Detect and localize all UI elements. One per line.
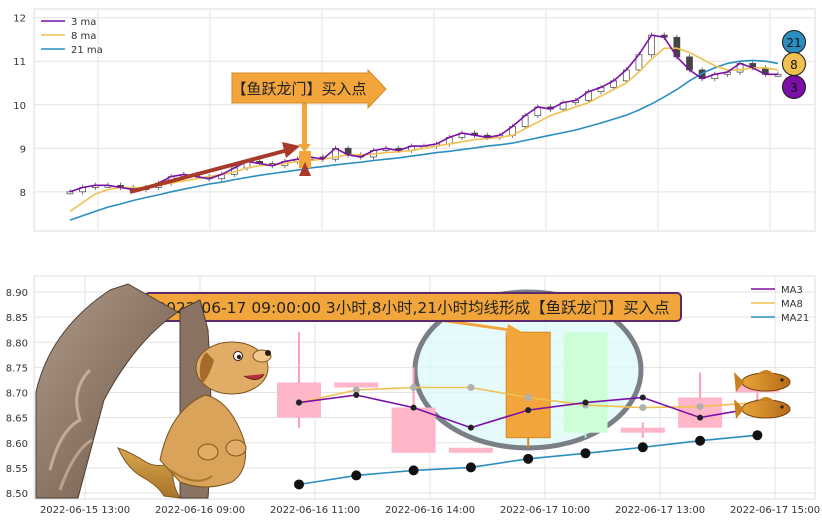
bottom-point-MA21 (523, 453, 534, 464)
bottom-point-MA21 (580, 448, 591, 459)
buy-point-callout-text: 【鱼跃龙门】买入点 (231, 80, 366, 98)
top-y-tick-label: 11 (13, 57, 26, 68)
bottom-candle-body (391, 407, 436, 453)
bottom-x-tick-label: 2022-06-16 11:00 (270, 505, 360, 516)
bottom-point-MA3 (582, 399, 589, 406)
bottom-point-MA8 (410, 383, 418, 391)
bottom-point-MA21 (294, 479, 304, 490)
buy-point-marker (299, 162, 311, 176)
callout-pointer (302, 102, 307, 146)
bottom-point-MA21 (465, 462, 476, 473)
top-chart-panel: 8 9 10 11 12 【鱼跃龙门】买入点 3 ma 8 ma 21 ma (13, 8, 816, 232)
legend-label-ma3: MA3 (781, 285, 803, 296)
bottom-point-MA21 (752, 430, 763, 441)
bottom-point-MA21 (637, 442, 648, 453)
bottom-point-MA8 (352, 386, 360, 394)
bottom-y-tick-label: 8.55 (6, 464, 28, 475)
bottom-y-tick-label: 8.90 (6, 288, 28, 299)
top-series-line-8-ma (69, 47, 779, 213)
bottom-x-tick-labels: 2022-06-15 13:00 2022-06-16 09:00 2022-06-… (40, 505, 820, 516)
bottom-chart-panel: 8.50 8.55 8.60 8.65 8.70 8.75 8.80 8.85 8.90 202… (6, 275, 820, 516)
bottom-candle-body (448, 447, 493, 453)
dog-mermaid-illustration (117, 341, 272, 499)
top-legend: 3 ma 8 ma 21 ma (41, 17, 103, 56)
buy-point-callout: 【鱼跃龙门】买入点 (231, 68, 387, 110)
bottom-point-MA3 (697, 414, 704, 421)
bottom-y-tick-label: 8.60 (6, 439, 28, 450)
top-y-tick-label: 9 (20, 144, 26, 155)
bottom-x-tick-label: 2022-06-16 14:00 (385, 505, 475, 516)
bottom-y-tick-label: 8.80 (6, 338, 28, 349)
top-y-tick-label: 8 (20, 188, 26, 199)
legend-label-ma21: MA21 (781, 313, 809, 324)
ma-badges: 21 8 3 (782, 30, 806, 99)
legend-label-8ma: 8 ma (71, 31, 96, 42)
bottom-point-MA8 (524, 394, 532, 402)
bottom-y-tick-label: 8.65 (6, 414, 28, 425)
bottom-point-MA3 (410, 404, 417, 411)
bottom-point-MA3 (525, 407, 532, 414)
legend-label-ma8: MA8 (781, 299, 803, 310)
top-plot-frame (33, 8, 816, 232)
bottom-legend: MA3 MA8 MA21 (751, 285, 809, 324)
bottom-x-tick-label: 2022-06-17 15:00 (730, 505, 820, 516)
bottom-x-tick-label: 2022-06-17 13:00 (615, 505, 705, 516)
legend-label-3ma: 3 ma (71, 17, 96, 28)
bottom-x-tick-label: 2022-06-16 09:00 (155, 505, 245, 516)
bottom-point-MA8 (696, 403, 704, 411)
top-gridlines (34, 9, 815, 231)
badge-3-label: 3 (790, 81, 798, 95)
bottom-point-MA21 (408, 465, 419, 476)
badge-8-label: 8 (790, 58, 798, 72)
bottom-candlesticks (277, 331, 780, 453)
bottom-point-MA3 (467, 424, 474, 431)
bottom-candle-body (505, 331, 551, 439)
bottom-candle-body (334, 382, 379, 388)
badge-3 (782, 75, 806, 99)
bottom-y-tick-label: 8.75 (6, 363, 28, 374)
top-series-line-21-ma (69, 59, 779, 221)
koi-fish-illustration (734, 370, 791, 419)
bottom-point-MA8 (467, 383, 475, 391)
bottom-point-MA8 (639, 404, 647, 412)
bottom-point-MA21 (695, 435, 706, 446)
badge-21-label: 21 (786, 36, 801, 50)
top-candle-body (66, 191, 74, 195)
bottom-y-tick-label: 8.85 (6, 313, 28, 324)
buy-point-annotation-text: 2022-06-17 09:00:00 3小时,8小时,21小时均线形成【鱼跃龙… (156, 299, 669, 317)
bottom-y-tick-labels: 8.50 8.55 8.60 8.65 8.70 8.75 8.80 8.85 8.90 (6, 288, 28, 500)
bottom-candle-body (563, 332, 608, 433)
buy-point-annotation: 2022-06-17 09:00:00 3小时,8小时,21小时均线形成【鱼跃龙… (144, 292, 682, 322)
bottom-x-tick-label: 2022-06-17 10:00 (500, 505, 590, 516)
trend-arrow (129, 142, 300, 194)
top-y-tick-labels: 8 9 10 11 12 (13, 14, 26, 199)
bottom-point-MA3 (639, 394, 646, 401)
bottom-candle-body (620, 427, 665, 433)
bottom-point-MA21 (351, 470, 362, 481)
top-y-tick-label: 10 (13, 101, 26, 112)
legend-label-21ma: 21 ma (71, 45, 103, 56)
bottom-y-tick-label: 8.50 (6, 489, 28, 500)
bottom-point-MA3 (296, 399, 302, 406)
bottom-y-tick-label: 8.70 (6, 389, 28, 400)
bottom-ma-lines (294, 383, 763, 490)
bottom-x-tick-label: 2022-06-15 13:00 (40, 505, 130, 516)
bottom-point-MA3 (353, 392, 360, 399)
top-candlesticks (66, 32, 782, 195)
top-y-tick-label: 12 (13, 14, 26, 25)
buy-point-candle (299, 151, 311, 168)
